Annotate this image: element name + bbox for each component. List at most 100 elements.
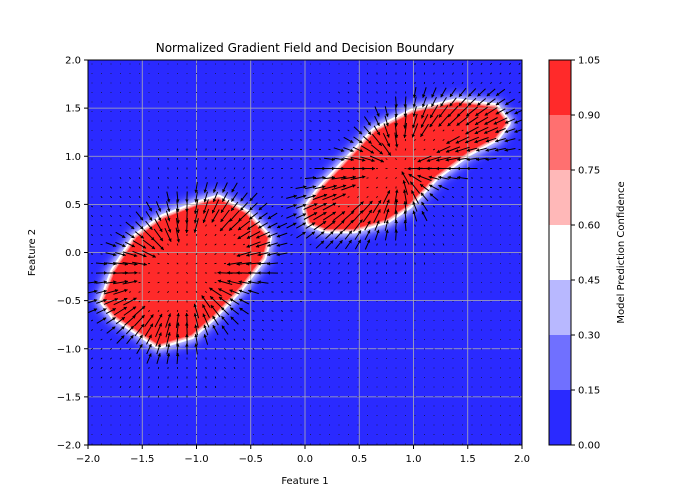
gradient-arrowhead [476, 157, 480, 162]
gradient-dot [167, 424, 169, 426]
gradient-arrowhead [222, 198, 226, 202]
gradient-dot [424, 282, 425, 283]
gradient-dot [490, 348, 492, 350]
gradient-dot [272, 120, 273, 122]
gradient-arrowhead [210, 305, 215, 309]
gradient-dot [328, 101, 331, 103]
gradient-arrowhead [168, 238, 172, 242]
gradient-dot [500, 415, 501, 416]
gradient-dot [196, 434, 197, 435]
gradient-arrowhead [371, 158, 375, 162]
gradient-dot [414, 291, 416, 293]
gradient-dot [348, 73, 349, 74]
gradient-arrowhead [359, 210, 363, 214]
gradient-dot [519, 415, 520, 416]
gradient-dot [367, 405, 368, 407]
gradient-arrowhead [379, 151, 383, 155]
gradient-dot [405, 358, 406, 359]
gradient-dot [234, 130, 235, 131]
colorbar-tick-label: 0.30 [578, 331, 600, 342]
gradient-arrowhead [341, 220, 345, 224]
gradient-dot [328, 110, 331, 113]
gradient-arrowhead [258, 216, 262, 220]
gradient-arrowhead [475, 121, 479, 125]
gradient-dot [177, 139, 178, 141]
gradient-dot [405, 320, 406, 321]
gradient-dot [319, 377, 321, 378]
gradient-dot [451, 129, 455, 132]
gradient-dot [186, 139, 188, 141]
gradient-dot [91, 443, 93, 445]
gradient-dot [376, 310, 378, 312]
gradient-dot [490, 358, 492, 359]
gradient-dot [224, 73, 226, 74]
gradient-dot [376, 386, 378, 388]
gradient-dot [471, 367, 473, 369]
colorbar-band [549, 225, 571, 280]
gradient-dot [253, 130, 254, 131]
gradient-dot [376, 91, 378, 94]
gradient-dot [480, 82, 483, 84]
gradient-dot [329, 443, 330, 445]
gradient-dot [357, 377, 359, 378]
gradient-arrowhead [120, 335, 125, 339]
gradient-dot [138, 205, 141, 208]
gradient-dot [490, 367, 492, 369]
gradient-dot [442, 129, 445, 132]
gradient-arrowhead [238, 217, 242, 222]
gradient-dot [157, 309, 160, 313]
gradient-dot [414, 138, 416, 142]
gradient-dot [376, 348, 378, 350]
gradient-dot [195, 281, 198, 284]
gradient-dot [167, 101, 169, 103]
gradient-dot [462, 434, 463, 435]
gradient-arrowhead [236, 271, 240, 275]
gradient-dot [386, 434, 387, 435]
gradient-arrowhead [322, 221, 327, 225]
gradient-arrowhead [394, 220, 398, 224]
gradient-dot [252, 319, 255, 322]
gradient-dot [261, 291, 265, 293]
gradient-dot [158, 111, 159, 112]
gradient-dot [310, 320, 311, 321]
gradient-dot [148, 167, 150, 170]
gradient-dot [357, 262, 359, 265]
gradient-dot [110, 168, 112, 169]
gradient-dot [481, 320, 482, 321]
gradient-arrowhead [202, 210, 207, 214]
gradient-dot [205, 424, 207, 426]
x-tick-label: 1.5 [460, 454, 476, 465]
gradient-dot [205, 443, 207, 445]
gradient-arrowhead [322, 185, 326, 189]
gradient-dot [139, 434, 140, 435]
gradient-dot [451, 205, 455, 208]
gradient-arrowhead [322, 175, 326, 180]
gradient-dot [433, 282, 435, 283]
gradient-dot [442, 243, 445, 246]
gradient-dot [357, 110, 359, 113]
gradient-dot [101, 405, 102, 407]
gradient-dot [319, 396, 321, 397]
gradient-dot [500, 253, 501, 255]
gradient-dot [471, 225, 473, 226]
gradient-dot [433, 233, 435, 237]
gradient-arrowhead [457, 113, 461, 117]
gradient-dot [424, 434, 425, 435]
gradient-dot [119, 214, 122, 218]
gradient-dot [101, 386, 102, 388]
gradient-arrowhead [121, 326, 125, 330]
gradient-arrowhead [219, 297, 223, 301]
gradient-dot [357, 329, 359, 331]
gradient-dot [366, 252, 369, 256]
gradient-dot [139, 101, 140, 103]
gradient-dot [348, 434, 349, 435]
gradient-dot [158, 130, 159, 131]
gradient-arrowhead [176, 334, 180, 338]
gradient-dot [366, 281, 369, 284]
gradient-arrowhead [421, 115, 425, 119]
gradient-dot [272, 92, 273, 93]
gradient-arrowhead [420, 192, 425, 197]
gradient-dot [471, 405, 473, 407]
gradient-arrowhead [257, 261, 261, 266]
gradient-dot [252, 310, 255, 312]
